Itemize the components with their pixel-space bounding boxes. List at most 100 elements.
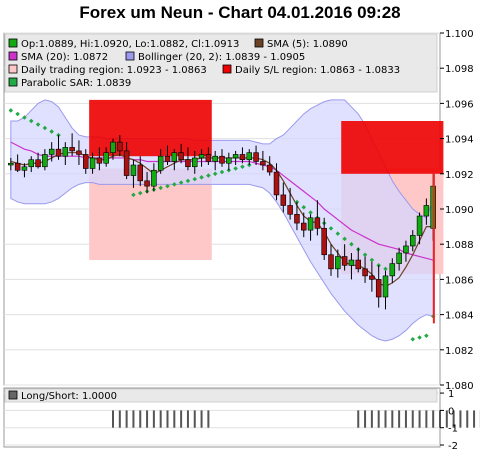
long-short-bar [152,410,155,428]
sar-point [28,118,34,124]
candle-body [35,159,41,168]
candle-body [185,159,191,168]
long-short-bar [459,410,462,428]
sar-point [349,241,354,247]
candle-body [287,205,293,215]
sar-point [35,122,41,127]
long-short-bar [445,410,448,428]
long-short-bars [112,410,480,428]
candle-body [314,217,321,229]
candle-body [191,157,198,168]
candle-body [273,171,280,196]
candle-body [21,166,28,171]
candle-body [62,147,69,157]
long-short-bar [139,410,142,428]
candle-body [171,152,178,162]
legend-label: Bollinger (20, 2): 1.0839 - 1.0905 [138,52,305,63]
main-legend-box [4,33,438,93]
candle-body [382,275,389,298]
y-tick-label: 1.090 [445,205,474,216]
candle-body [409,235,416,247]
long-short-bar [418,410,421,428]
legend-label: Op:1.0889, Hi:1.0920, Lo:1.0882, Cl:1.09… [21,39,239,50]
candle-body [280,194,287,206]
legend-swatch [222,64,232,74]
candle-body [89,157,96,169]
legend-swatch [8,77,18,87]
sar-point [15,111,20,117]
long-short-bar [377,410,380,428]
legend-swatch [254,38,264,48]
long-short-bar [364,410,367,428]
sar-point [342,236,347,242]
candle-body [110,141,116,153]
candle-body [403,245,409,254]
candle-body [137,164,144,182]
candle-body [178,152,184,161]
candle-body [55,148,62,157]
sar-point [369,257,375,263]
sar-point [417,335,422,340]
long-short-bar [159,410,162,428]
long-short-bar [425,410,428,428]
y-tick-label: 1.088 [445,240,474,251]
candle-body [362,268,368,277]
candle-body [260,161,266,166]
long-short-bar [398,410,401,428]
candle-body [423,205,430,217]
long-short-bar [411,410,414,428]
main-y-axis: 1.100 1.098 1.096 1.094 1.092 1.090 1.088 1.086… [440,29,474,392]
long-short-bar [118,410,121,428]
sar-point [42,125,48,131]
legend-swatch [8,390,18,400]
lower-y-axis: 1 0 -1 -2 [440,389,458,452]
candle-body [335,256,341,270]
candle-body [253,152,259,162]
long-short-bar [207,410,210,428]
legend-label: SMA (20): 1.0872 [21,52,108,63]
candle-body [48,148,55,155]
sl-region [341,121,444,174]
candle-body [396,252,402,264]
candle-body [307,217,314,231]
candle-body [369,275,375,280]
candle-body [76,150,82,155]
y-tick-label: 1.084 [445,311,474,322]
long-short-bar [384,410,387,428]
sar-point [362,252,368,258]
y-tick-label: 1 [448,389,454,400]
long-short-bar [432,410,435,428]
long-short-bar [404,410,407,428]
long-short-bar [166,410,169,428]
sar-point [383,266,388,272]
sar-point [410,336,416,342]
candle-body [266,164,273,173]
candle-body [212,155,218,162]
y-tick-label: 1.096 [445,99,474,110]
long-short-bar [357,410,360,428]
y-tick-label: 1.092 [445,170,474,181]
candle-body [28,159,35,168]
candle-body [300,222,307,231]
long-short-bar [391,410,394,428]
long-short-bar [146,410,149,428]
candle-body [151,169,157,187]
long-short-bar [466,410,469,428]
y-tick-label: -1 [448,424,458,435]
candle-body [198,154,205,159]
candle-body [294,213,300,224]
candle-body [123,150,130,176]
candle-body [42,154,48,168]
candle-body [8,162,14,166]
candle-body [348,259,355,266]
legend-swatch [8,64,18,74]
sar-point [424,333,429,338]
y-tick-label: 1.082 [445,346,474,357]
candle-body [416,215,423,236]
chart-title: Forex um Neun - Chart 04.01.2016 09:28 [79,3,401,22]
legend-swatch [8,51,18,61]
candle-body [341,256,348,266]
lower-legend-box [4,388,438,403]
candle-body [144,180,150,187]
